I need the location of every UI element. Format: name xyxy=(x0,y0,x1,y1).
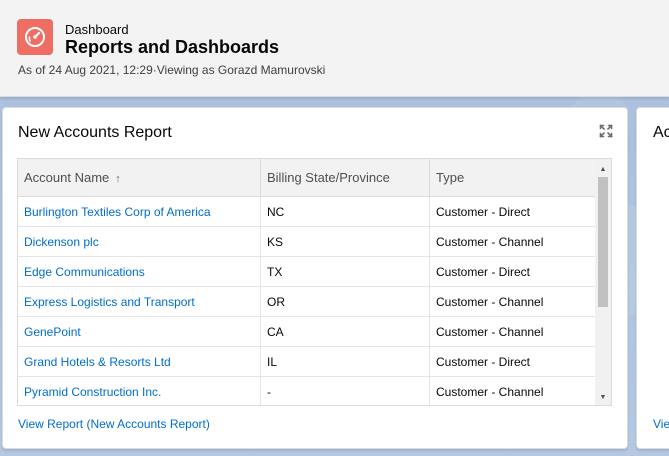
table-row: Dickenson plc KS Customer - Channel xyxy=(18,227,595,257)
table-row: Grand Hotels & Resorts Ltd IL Customer -… xyxy=(18,347,595,377)
table-row: Pyramid Construction Inc. - Customer - C… xyxy=(18,377,595,405)
table-row: GenePoint CA Customer - Channel xyxy=(18,317,595,347)
second-report-card: Ac Vie xyxy=(636,107,669,449)
type-cell: Customer - Channel xyxy=(436,235,544,249)
dashboard-gauge-icon xyxy=(17,19,53,55)
billing-state-cell: CA xyxy=(261,317,430,347)
sort-ascending-icon: ↑ xyxy=(115,173,121,185)
billing-state-cell: IL xyxy=(261,347,430,377)
view-report-link[interactable]: Vie xyxy=(653,417,669,431)
report-table: Account Name ↑ Billing State/Province Typ… xyxy=(17,158,612,406)
type-cell: Customer - Channel xyxy=(436,385,544,399)
billing-state-cell: NC xyxy=(261,197,430,227)
account-link[interactable]: Express Logistics and Transport xyxy=(18,287,261,317)
account-link[interactable]: Edge Communications xyxy=(18,257,261,287)
page-title: Reports and Dashboards xyxy=(65,37,280,57)
scroll-thumb[interactable] xyxy=(598,177,608,307)
account-link[interactable]: GenePoint xyxy=(18,317,261,347)
column-header-label: Type xyxy=(436,170,465,185)
scroll-down-icon[interactable]: ▼ xyxy=(599,393,607,401)
expand-icon xyxy=(599,124,613,138)
card-title: New Accounts Report xyxy=(18,124,172,141)
new-accounts-report-card: New Accounts Report Account Name ↑ Billin… xyxy=(2,107,628,449)
billing-state-cell: - xyxy=(261,377,430,405)
column-header-type[interactable]: Type xyxy=(430,159,595,197)
type-cell: Customer - Direct xyxy=(436,355,531,369)
card-title: Ac xyxy=(653,124,669,141)
billing-state-cell: OR xyxy=(261,287,430,317)
table-row: Burlington Textiles Corp of America NC C… xyxy=(18,197,595,227)
expand-button[interactable] xyxy=(597,122,615,140)
account-link[interactable]: Dickenson plc xyxy=(18,227,261,257)
column-header-account-name[interactable]: Account Name ↑ xyxy=(18,159,261,197)
scroll-up-icon[interactable]: ▲ xyxy=(599,165,607,173)
page-eyebrow: Dashboard xyxy=(65,22,129,37)
type-cell: Customer - Direct xyxy=(436,265,531,279)
view-report-link[interactable]: View Report (New Accounts Report) xyxy=(18,417,210,431)
table-row: Edge Communications TX Customer - Direct xyxy=(18,257,595,287)
column-header-label: Billing State/Province xyxy=(267,170,390,185)
type-cell: Customer - Direct xyxy=(436,205,531,219)
column-header-billing-state[interactable]: Billing State/Province xyxy=(261,159,430,197)
billing-state-cell: TX xyxy=(261,257,430,287)
column-header-label: Account Name xyxy=(24,170,110,185)
table-header: Account Name ↑ Billing State/Province Typ… xyxy=(18,159,595,197)
billing-state-cell: KS xyxy=(261,227,430,257)
table-body: Burlington Textiles Corp of America NC C… xyxy=(18,197,595,405)
table-row: Express Logistics and Transport OR Custo… xyxy=(18,287,595,317)
type-cell: Customer - Channel xyxy=(436,325,544,339)
account-link[interactable]: Pyramid Construction Inc. xyxy=(18,377,261,405)
account-link[interactable]: Burlington Textiles Corp of America xyxy=(18,197,261,227)
page-subtitle: As of 24 Aug 2021, 12:29·Viewing as Gora… xyxy=(18,63,326,77)
table-scrollbar[interactable]: ▲ ▼ xyxy=(595,159,611,405)
page-header: Dashboard Reports and Dashboards As of 2… xyxy=(0,0,669,97)
type-cell: Customer - Channel xyxy=(436,295,544,309)
account-link[interactable]: Grand Hotels & Resorts Ltd xyxy=(18,347,261,377)
